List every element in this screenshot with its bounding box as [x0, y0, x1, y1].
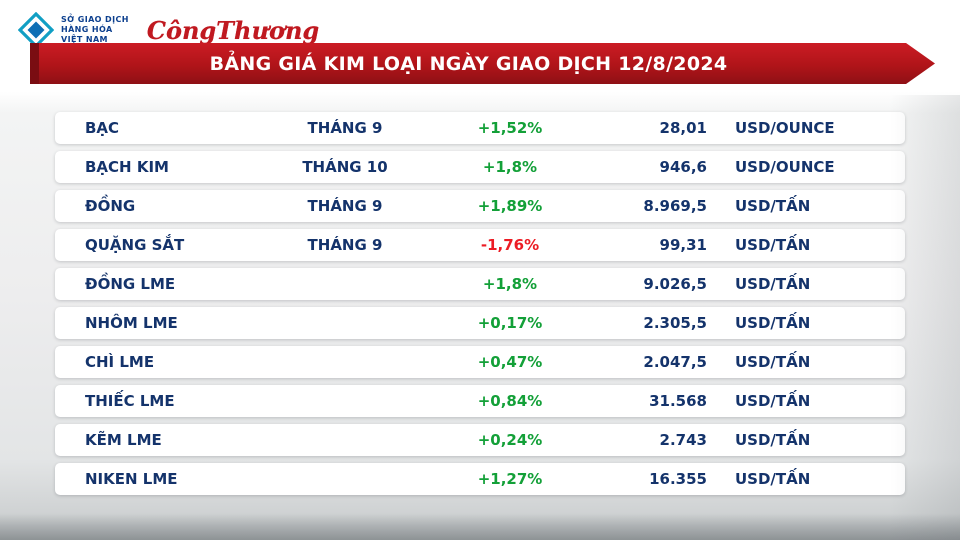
- price-value: 9.026,5: [643, 275, 707, 293]
- price-unit: USD/TẤN: [735, 275, 811, 293]
- price-unit: USD/TẤN: [735, 470, 811, 488]
- price-value: 31.568: [649, 392, 707, 410]
- price-table: BẠC THÁNG 9 +1,52% 28,01 USD/OUNCE BẠCH …: [55, 112, 905, 495]
- mxv-diamond-icon: [18, 12, 54, 48]
- price-unit: USD/TẤN: [735, 197, 811, 215]
- percent-change: +1,8%: [482, 158, 538, 176]
- price-unit: USD/TẤN: [735, 353, 811, 371]
- mxv-line-1: SỞ GIAO DỊCH: [61, 15, 129, 24]
- price-value: 28,01: [659, 119, 707, 137]
- metal-name: BẠC: [85, 119, 120, 137]
- background-photo-bottom: [0, 514, 960, 540]
- metal-name: KẼM LME: [85, 431, 162, 449]
- price-unit: USD/TẤN: [735, 314, 811, 332]
- percent-change: +0,24%: [477, 431, 543, 449]
- percent-change: +0,47%: [477, 353, 543, 371]
- table-row: BẠCH KIM THÁNG 10 +1,8% 946,6 USD/OUNCE: [55, 151, 905, 183]
- table-row: NIKEN LME +1,27% 16.355 USD/TẤN: [55, 463, 905, 495]
- table-row: THIẾC LME +0,84% 31.568 USD/TẤN: [55, 385, 905, 417]
- table-row: NHÔM LME +0,17% 2.305,5 USD/TẤN: [55, 307, 905, 339]
- price-value: 2.047,5: [643, 353, 707, 371]
- price-unit: USD/TẤN: [735, 392, 811, 410]
- mxv-logo: SỞ GIAO DỊCH HÀNG HÓA VIỆT NAM: [18, 12, 129, 48]
- price-value: 99,31: [659, 236, 707, 254]
- price-unit: USD/OUNCE: [735, 119, 835, 137]
- percent-change: +1,52%: [477, 119, 543, 137]
- percent-change: +0,84%: [477, 392, 543, 410]
- price-value: 2.305,5: [643, 314, 707, 332]
- table-row: KẼM LME +0,24% 2.743 USD/TẤN: [55, 424, 905, 456]
- percent-change: -1,76%: [480, 236, 540, 254]
- percent-change: +1,89%: [477, 197, 543, 215]
- contract-month: THÁNG 9: [307, 236, 383, 254]
- price-unit: USD/TẤN: [735, 236, 811, 254]
- table-row: QUẶNG SẮT THÁNG 9 -1,76% 99,31 USD/TẤN: [55, 229, 905, 261]
- table-row: BẠC THÁNG 9 +1,52% 28,01 USD/OUNCE: [55, 112, 905, 144]
- price-unit: USD/TẤN: [735, 431, 811, 449]
- percent-change: +1,27%: [477, 470, 543, 488]
- metal-name: QUẶNG SẮT: [85, 236, 185, 254]
- metal-name: NHÔM LME: [85, 314, 178, 332]
- percent-change: +0,17%: [477, 314, 543, 332]
- mxv-logo-text: SỞ GIAO DỊCH HÀNG HÓA VIỆT NAM: [61, 15, 129, 45]
- price-value: 8.969,5: [643, 197, 707, 215]
- table-row: CHÌ LME +0,47% 2.047,5 USD/TẤN: [55, 346, 905, 378]
- price-unit: USD/OUNCE: [735, 158, 835, 176]
- mxv-line-2: HÀNG HÓA: [61, 25, 113, 34]
- price-value: 16.355: [649, 470, 707, 488]
- metal-name: BẠCH KIM: [85, 158, 169, 176]
- contract-month: THÁNG 9: [307, 197, 383, 215]
- cong-thuong-logo: CôngThương: [146, 15, 320, 45]
- metal-name: ĐỒNG LME: [85, 275, 176, 293]
- metal-name: THIẾC LME: [85, 392, 175, 410]
- price-value: 946,6: [659, 158, 707, 176]
- table-row: ĐỒNG LME +1,8% 9.026,5 USD/TẤN: [55, 268, 905, 300]
- metal-name: NIKEN LME: [85, 470, 178, 488]
- page-title: BẢNG GIÁ KIM LOẠI NGÀY GIAO DỊCH 12/8/20…: [209, 52, 728, 75]
- title-banner: BẢNG GIÁ KIM LOẠI NGÀY GIAO DỊCH 12/8/20…: [30, 43, 935, 84]
- metal-name: CHÌ LME: [85, 353, 155, 371]
- contract-month: THÁNG 10: [302, 158, 388, 176]
- metal-name: ĐỒNG: [85, 197, 136, 215]
- mxv-line-3: VIỆT NAM: [61, 35, 108, 44]
- table-row: ĐỒNG THÁNG 9 +1,89% 8.969,5 USD/TẤN: [55, 190, 905, 222]
- contract-month: THÁNG 9: [307, 119, 383, 137]
- percent-change: +1,8%: [482, 275, 538, 293]
- logo-bar: SỞ GIAO DỊCH HÀNG HÓA VIỆT NAM CôngThươn…: [18, 6, 319, 54]
- price-value: 2.743: [659, 431, 707, 449]
